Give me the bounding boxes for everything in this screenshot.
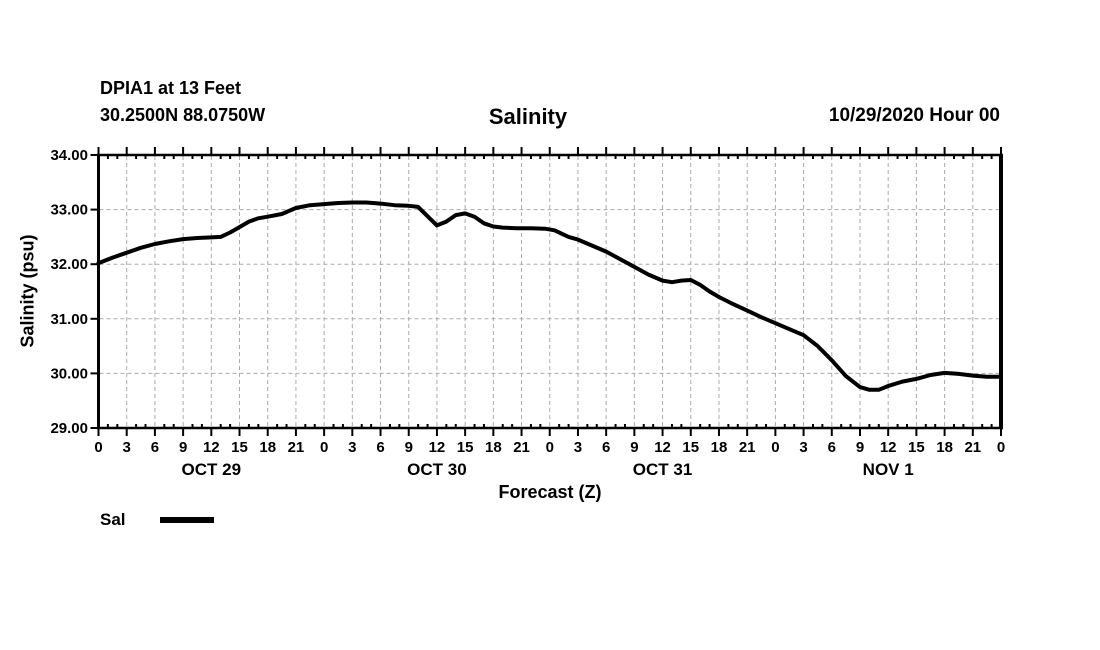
x-tick-label: 3	[799, 439, 807, 456]
x-tick-label: 21	[288, 439, 305, 456]
x-tick-label: 18	[485, 439, 502, 456]
x-tick-label: 15	[231, 439, 248, 456]
x-tick-label: 21	[513, 439, 530, 456]
date-label: OCT 30	[407, 460, 467, 479]
x-tick-label: 9	[856, 439, 864, 456]
plot-frame	[97, 153, 1003, 430]
x-tick-label: 9	[405, 439, 413, 456]
date-labels: OCT 29 OCT 30 OCT 31 NOV 1	[182, 460, 914, 479]
x-tick-label: 18	[936, 439, 953, 456]
date-label: NOV 1	[863, 460, 914, 479]
x-tick-label: 18	[711, 439, 728, 456]
x-tick-label: 3	[574, 439, 582, 456]
x-axis-title: Forecast (Z)	[498, 482, 602, 502]
x-tick-label: 15	[682, 439, 699, 456]
legend-line-swatch	[160, 517, 214, 523]
x-tick-label: 9	[179, 439, 187, 456]
x-tick-label: 0	[94, 439, 102, 456]
x-tick-label: 6	[602, 439, 610, 456]
x-tick-label: 12	[880, 439, 897, 456]
y-tick-label: 31.00	[50, 311, 88, 328]
x-tick-label: 6	[828, 439, 836, 456]
y-tick-label: 29.00	[50, 420, 88, 437]
legend-label: Sal	[100, 510, 126, 529]
forecast-run-label: 10/29/2020 Hour 00	[828, 105, 1000, 126]
date-label: OCT 31	[633, 460, 693, 479]
x-tick-label: 18	[259, 439, 276, 456]
x-tick-label: 12	[654, 439, 671, 456]
station-name: DPIA1 at 13 Feet	[100, 78, 242, 98]
salinity-line	[96, 200, 1003, 392]
gridlines	[99, 156, 1000, 427]
x-tick-label: 12	[203, 439, 220, 456]
x-tick-label: 6	[376, 439, 384, 456]
x-tick-label: 12	[429, 439, 446, 456]
x-tick-label: 15	[457, 439, 474, 456]
x-tick-label: 0	[320, 439, 328, 456]
y-tick-label: 30.00	[50, 365, 88, 382]
y-tick-label: 33.00	[50, 202, 88, 219]
x-tick-label: 6	[151, 439, 159, 456]
x-tick-label: 3	[348, 439, 356, 456]
x-tick-label: 3	[123, 439, 131, 456]
x-tick-label: 0	[546, 439, 554, 456]
x-tick-label: 21	[739, 439, 756, 456]
x-tick-label: 9	[630, 439, 638, 456]
station-coordinates: 30.2500N 88.0750W	[100, 105, 266, 125]
x-tick-label: 0	[997, 439, 1005, 456]
y-tick-label: 32.00	[50, 256, 88, 273]
x-tick-label: 15	[908, 439, 925, 456]
axis-ticks	[90, 147, 1002, 436]
x-tick-label: 0	[771, 439, 779, 456]
chart-title: Salinity	[488, 104, 568, 129]
x-tick-label: 21	[964, 439, 981, 456]
y-tick-labels: 29.00 30.00 31.00 32.00 33.00 34.00	[50, 147, 88, 437]
y-tick-label: 34.00	[50, 147, 88, 164]
x-tick-labels: 0 3 6 9 12 15 18 21 0 3 6 9 12 15 18 21 0 3 6 9 12 15 18 21 0 3 6 9…	[94, 439, 1005, 456]
date-label: OCT 29	[182, 460, 242, 479]
